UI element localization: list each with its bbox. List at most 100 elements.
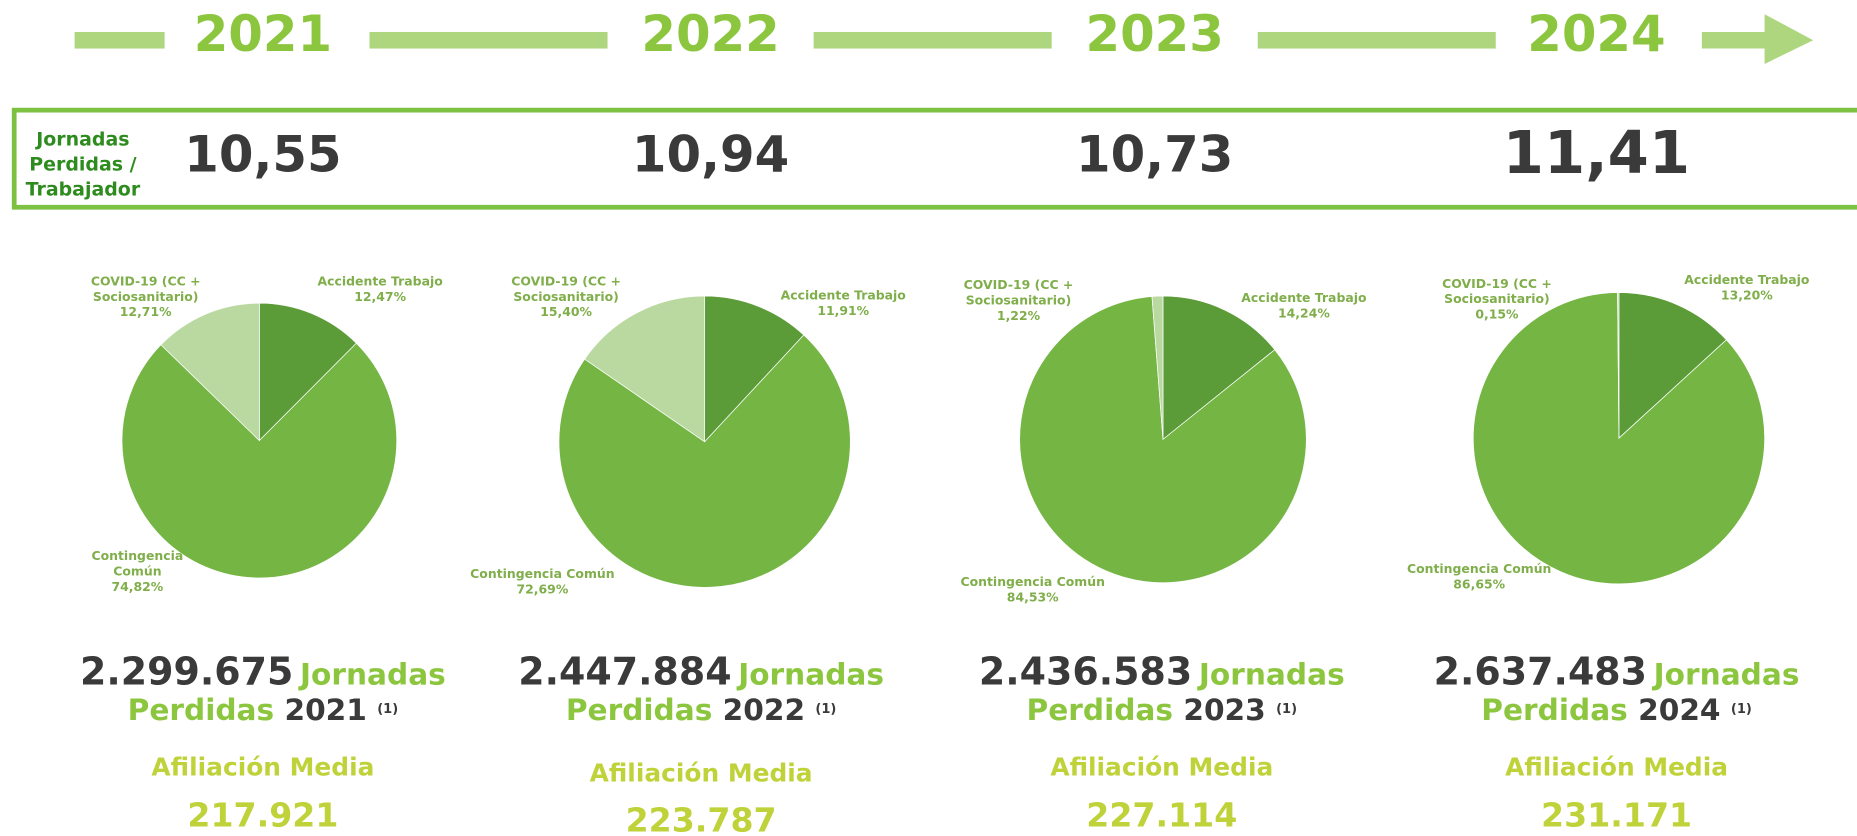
- slice-value: 84,53%: [1006, 591, 1059, 606]
- pie-slice: [160, 302, 260, 442]
- slice-label: Contingencia Común 84,53%: [956, 576, 1110, 607]
- summary-line: 2.436.583 Jornadas: [979, 649, 1345, 694]
- slice-label: Accidente Trabajo 14,24%: [1233, 291, 1375, 322]
- timeline-year: 2023: [1085, 4, 1224, 63]
- pie-slice: [121, 342, 398, 579]
- pie-slice: [1151, 295, 1164, 440]
- slice-category: Contingencia Común: [91, 549, 184, 580]
- unit: Perdidas: [565, 692, 713, 728]
- unit: Jornadas: [1653, 657, 1800, 692]
- summary-year: 2023: [1183, 692, 1266, 728]
- slice-label: COVID-19 (CC + Sociosanitario) 1,22%: [959, 278, 1077, 325]
- summary-line: Perdidas 2021 (1): [128, 693, 399, 727]
- unit: Jornadas: [299, 657, 446, 692]
- unit: Jornadas: [738, 657, 885, 692]
- total-days: 2.436.583: [978, 648, 1193, 694]
- affiliation-label: Afiliación Media: [151, 753, 375, 782]
- slice-value: 86,65%: [1453, 578, 1506, 593]
- timeline-bar: [813, 31, 1052, 49]
- slice-value: 11,91%: [817, 304, 870, 319]
- ratio-value: 10,73: [1076, 125, 1234, 184]
- slice-label: COVID-19 (CC + Sociosanitario) 15,40%: [507, 275, 625, 322]
- timeline-arrow: [1701, 14, 1814, 64]
- unit: Perdidas: [127, 692, 275, 728]
- summary-line: 2.447.884 Jornadas: [518, 649, 884, 694]
- footnote-ref: (1): [1276, 701, 1298, 717]
- timeline-bar: [369, 31, 608, 49]
- slice-category: Accidente Trabajo: [780, 288, 906, 304]
- affiliation-value: 217.921: [187, 795, 339, 835]
- slice-label: COVID-19 (CC + Sociosanitario) 12,71%: [86, 275, 204, 322]
- slice-label: Accidente Trabajo 12,47%: [309, 275, 451, 306]
- summary-year: 2021: [284, 692, 367, 728]
- slice-value: 0,15%: [1475, 308, 1519, 323]
- slice-label: COVID-19 (CC + Sociosanitario) 0,15%: [1438, 277, 1556, 324]
- timeline-bar: [74, 31, 165, 49]
- slice-label: Accidente Trabajo 11,91%: [772, 289, 914, 320]
- slice-value: 1,22%: [996, 309, 1041, 324]
- pie-slice: [558, 334, 851, 588]
- slice-value: 14,24%: [1278, 306, 1330, 322]
- ratio-value: 10,55: [184, 125, 342, 184]
- ratio-box: [11, 107, 1857, 210]
- summary-line: 2.299.675 Jornadas: [80, 649, 446, 694]
- timeline-year: 2021: [193, 4, 333, 63]
- slice-category: COVID-19 (CC + Sociosanitario): [90, 274, 201, 305]
- slice-value: 15,40%: [540, 305, 592, 321]
- summary-line: Perdidas 2023 (1): [1027, 693, 1298, 727]
- slice-category: Contingencia Común: [1406, 562, 1552, 577]
- pie-slice: [704, 295, 805, 443]
- slice-category: COVID-19 (CC + Sociosanitario): [1442, 277, 1552, 307]
- total-days: 2.447.884: [518, 648, 732, 694]
- pie-slice: [259, 302, 357, 442]
- slice-value: 13,20%: [1720, 289, 1773, 304]
- unit: Jornadas: [1198, 657, 1345, 692]
- slice-label: Accidente Trabajo 13,20%: [1676, 274, 1818, 305]
- footnote-ref: (1): [815, 701, 837, 717]
- unit: Perdidas: [1481, 692, 1628, 728]
- slice-category: Accidente Trabajo: [1684, 273, 1810, 288]
- slice-category: COVID-19 (CC + Sociosanitario): [511, 274, 621, 305]
- pie-slice: [1617, 292, 1620, 439]
- ratio-value: 10,94: [631, 125, 790, 184]
- slice-label: Contingencia Común 86,65%: [1402, 563, 1556, 594]
- slice-category: Accidente Trabajo: [1241, 291, 1367, 306]
- slice-value: 12,71%: [119, 305, 172, 321]
- pie-slice: [1618, 292, 1727, 439]
- affiliation-value: 231.171: [1541, 795, 1693, 835]
- slice-label: Contingencia Común 72,69%: [465, 567, 619, 598]
- unit: Perdidas: [1026, 692, 1174, 728]
- pie-slice: [1472, 292, 1765, 585]
- footnote-ref: (1): [377, 701, 399, 717]
- summary-year: 2024: [1638, 692, 1721, 728]
- affiliation-label: Afiliación Media: [589, 759, 813, 788]
- summary-year: 2022: [722, 692, 806, 728]
- slice-label: Contingencia Común 74,82%: [90, 550, 185, 597]
- slice-category: COVID-19 (CC + Sociosanitario): [963, 278, 1074, 309]
- slice-category: Contingencia Común: [960, 575, 1105, 590]
- summary-line: Perdidas 2022 (1): [566, 693, 837, 727]
- slice-value: 12,47%: [354, 290, 407, 305]
- affiliation-value: 227.114: [1086, 795, 1238, 835]
- ratio-value: 11,41: [1502, 118, 1691, 188]
- pie-slice: [584, 295, 706, 443]
- summary-line: Perdidas 2024 (1): [1481, 693, 1752, 727]
- total-days: 2.637.483: [1433, 648, 1648, 694]
- footnote-ref: (1): [1730, 701, 1752, 717]
- timeline-year: 2024: [1527, 4, 1666, 63]
- slice-value: 72,69%: [516, 582, 569, 598]
- slice-category: Accidente Trabajo: [317, 274, 443, 289]
- slice-category: Contingencia Común: [470, 567, 615, 582]
- timeline-year: 2022: [641, 4, 780, 63]
- summary-line: 2.637.483 Jornadas: [1434, 649, 1800, 694]
- pie-slice: [1019, 296, 1307, 583]
- slice-value: 74,82%: [111, 580, 164, 595]
- affiliation-label: Afiliación Media: [1050, 753, 1274, 782]
- affiliation-label: Afiliación Media: [1505, 753, 1729, 782]
- total-days: 2.299.675: [80, 648, 294, 694]
- affiliation-value: 223.787: [625, 800, 777, 836]
- ratio-label: Jornadas Perdidas / Trabajador: [25, 127, 141, 200]
- pie-slice: [1162, 295, 1276, 441]
